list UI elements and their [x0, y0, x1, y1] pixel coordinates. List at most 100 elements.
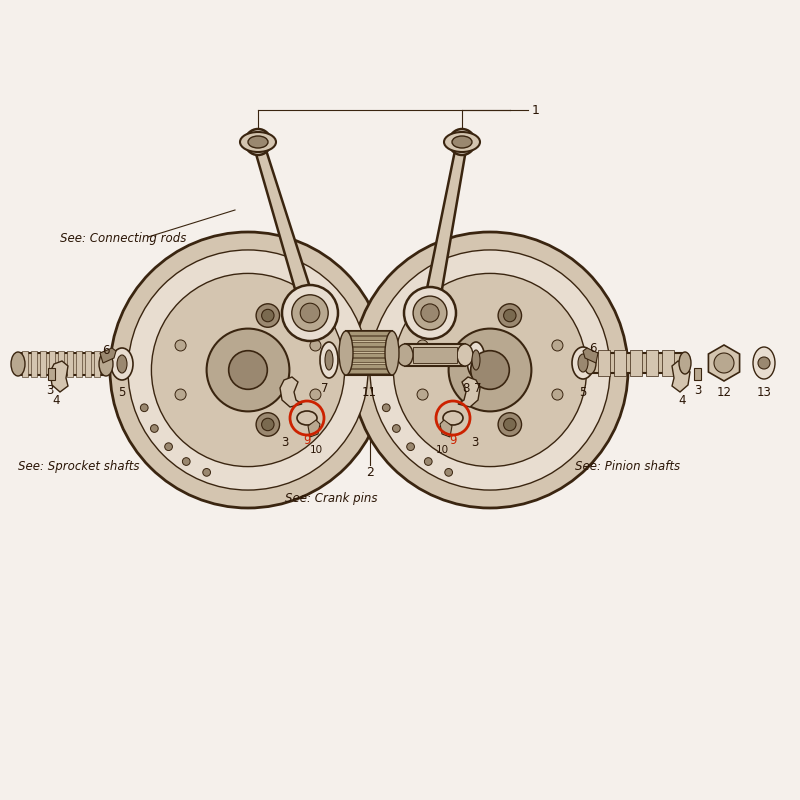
Circle shape	[150, 425, 158, 432]
Circle shape	[449, 129, 475, 155]
Text: 4: 4	[52, 394, 60, 406]
Circle shape	[382, 404, 390, 412]
Bar	[662, 350, 674, 376]
Bar	[349, 353, 389, 357]
Bar	[349, 363, 389, 367]
Circle shape	[175, 389, 186, 400]
Circle shape	[251, 135, 265, 149]
Ellipse shape	[339, 331, 353, 375]
Text: See: Crank pins: See: Crank pins	[285, 492, 378, 505]
Bar	[76, 351, 82, 377]
Ellipse shape	[679, 352, 691, 374]
Circle shape	[394, 274, 586, 466]
Circle shape	[175, 340, 186, 351]
Ellipse shape	[297, 411, 317, 425]
Bar	[94, 351, 100, 377]
Text: 3: 3	[471, 435, 478, 449]
Text: 12: 12	[717, 386, 731, 398]
Circle shape	[282, 285, 338, 341]
Polygon shape	[308, 420, 320, 437]
Text: See: Pinion shafts: See: Pinion shafts	[575, 460, 680, 473]
Polygon shape	[50, 361, 68, 392]
Text: 13: 13	[757, 386, 771, 398]
Circle shape	[406, 443, 414, 450]
Circle shape	[393, 425, 400, 432]
Bar	[18, 353, 106, 375]
Circle shape	[370, 250, 610, 490]
Bar	[405, 344, 465, 366]
Circle shape	[413, 296, 447, 330]
Ellipse shape	[443, 411, 463, 425]
Circle shape	[300, 303, 320, 322]
Bar	[630, 350, 642, 376]
Bar	[85, 351, 91, 377]
Bar	[646, 350, 658, 376]
Ellipse shape	[385, 331, 399, 375]
Circle shape	[498, 413, 522, 436]
Bar	[349, 342, 389, 346]
Bar	[349, 347, 389, 351]
Circle shape	[421, 304, 439, 322]
Polygon shape	[280, 377, 302, 407]
Text: 4: 4	[678, 394, 686, 406]
Polygon shape	[422, 141, 467, 314]
Circle shape	[151, 274, 345, 466]
Ellipse shape	[467, 342, 485, 378]
Text: 7: 7	[322, 382, 329, 394]
Polygon shape	[253, 141, 318, 315]
Bar	[614, 350, 626, 376]
Bar	[349, 330, 389, 334]
Ellipse shape	[117, 355, 127, 373]
Circle shape	[206, 329, 290, 411]
Ellipse shape	[444, 132, 480, 152]
Ellipse shape	[111, 348, 133, 380]
Circle shape	[445, 469, 453, 476]
Polygon shape	[583, 348, 598, 363]
Bar	[413, 347, 457, 363]
Text: 6: 6	[590, 342, 597, 354]
Circle shape	[165, 443, 173, 450]
Text: 5: 5	[118, 386, 126, 398]
Circle shape	[262, 418, 274, 430]
Circle shape	[262, 310, 274, 322]
Bar	[22, 351, 28, 377]
Ellipse shape	[11, 352, 25, 376]
Circle shape	[128, 250, 368, 490]
Circle shape	[202, 469, 210, 476]
Text: 1: 1	[532, 103, 540, 117]
Ellipse shape	[572, 347, 594, 379]
Text: 5: 5	[579, 386, 586, 398]
Text: 7: 7	[474, 382, 482, 394]
Circle shape	[256, 413, 279, 436]
Ellipse shape	[753, 347, 775, 379]
Circle shape	[245, 129, 271, 155]
Circle shape	[714, 353, 734, 373]
Text: 10: 10	[435, 445, 449, 455]
Polygon shape	[709, 345, 739, 381]
Ellipse shape	[457, 344, 473, 366]
Text: 10: 10	[310, 445, 322, 455]
Polygon shape	[440, 420, 452, 437]
Ellipse shape	[584, 352, 596, 374]
Ellipse shape	[325, 350, 333, 370]
Bar	[67, 351, 73, 377]
Circle shape	[352, 232, 628, 508]
Text: See: Connecting rods: See: Connecting rods	[60, 232, 186, 245]
Ellipse shape	[99, 352, 113, 376]
Text: See: Sprocket shafts: See: Sprocket shafts	[18, 460, 139, 473]
Ellipse shape	[240, 132, 276, 152]
Ellipse shape	[472, 350, 480, 370]
Text: 9: 9	[450, 434, 457, 446]
Circle shape	[504, 310, 516, 322]
Ellipse shape	[578, 354, 588, 372]
Circle shape	[310, 389, 321, 400]
Circle shape	[110, 232, 386, 508]
Circle shape	[292, 294, 328, 331]
Bar	[349, 336, 389, 340]
Polygon shape	[672, 361, 690, 392]
Circle shape	[425, 458, 432, 466]
Circle shape	[417, 389, 428, 400]
Bar	[346, 331, 392, 375]
Text: 8: 8	[462, 382, 470, 394]
Bar	[598, 350, 610, 376]
